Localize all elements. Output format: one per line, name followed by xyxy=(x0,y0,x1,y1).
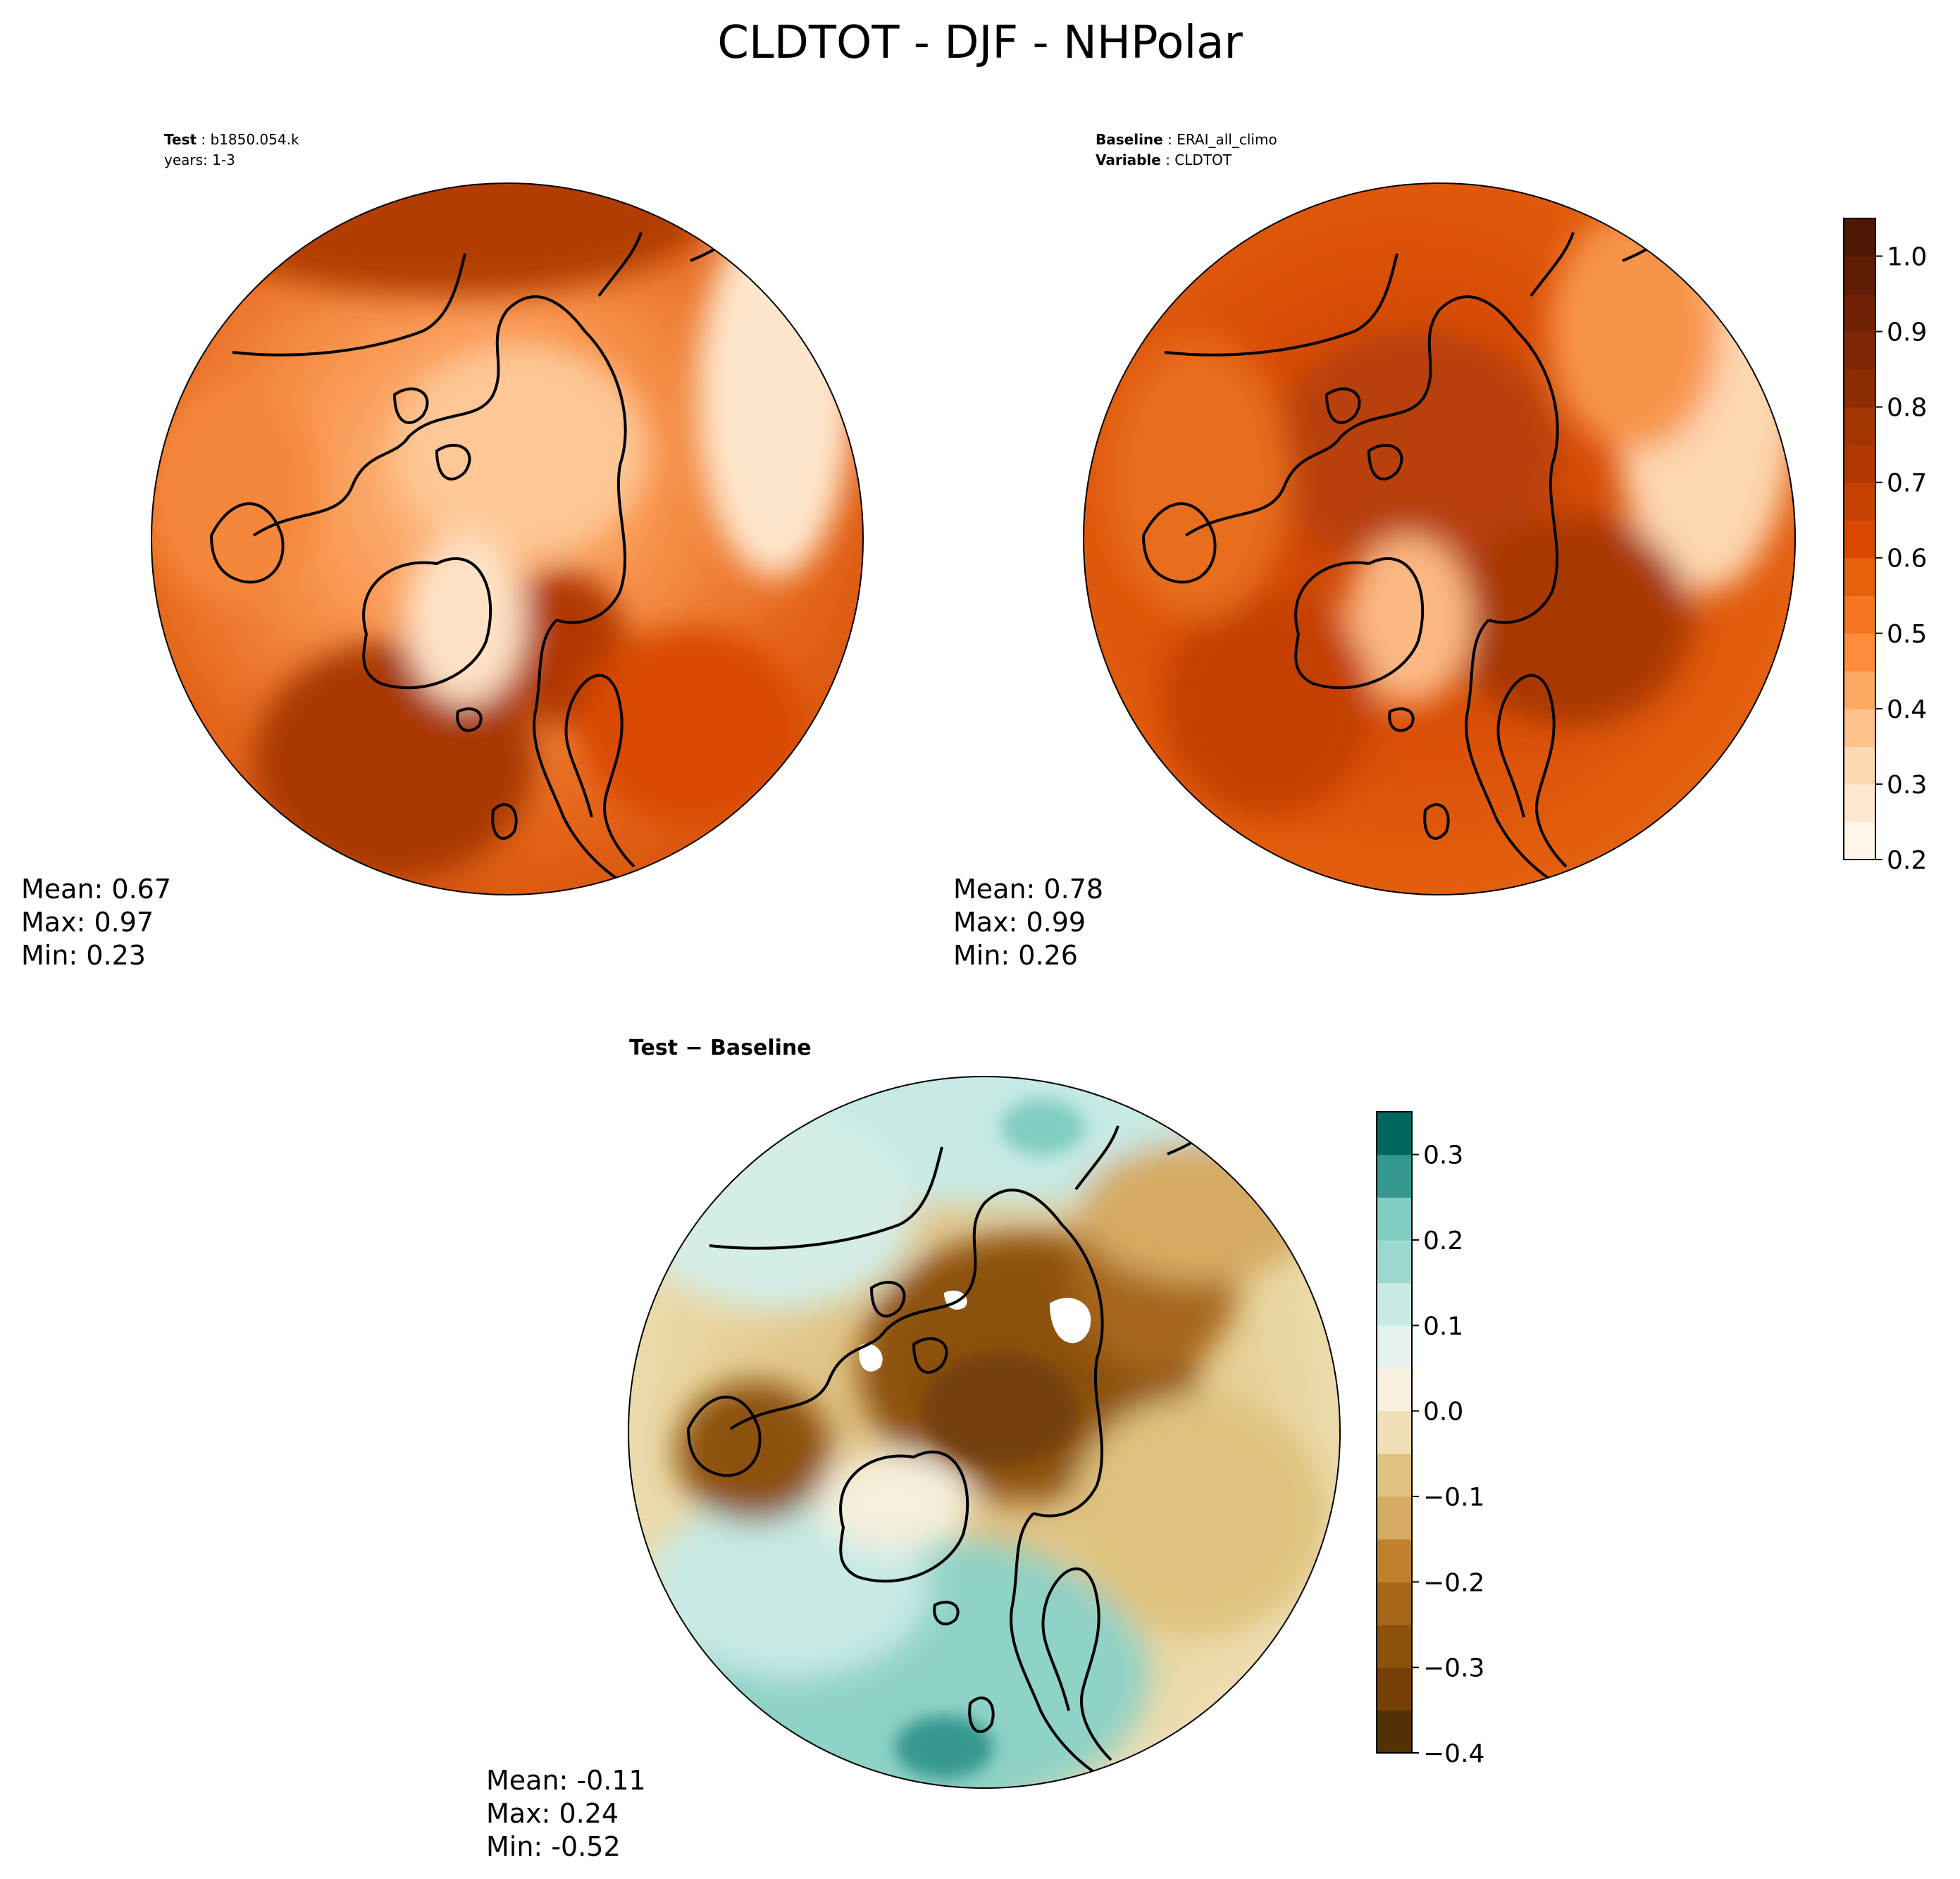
colorbar-frame xyxy=(1843,218,1876,860)
colorbar-tick-label: 0.0 xyxy=(1423,1398,1463,1427)
test-header-line-2: years: 1-3 xyxy=(164,151,235,168)
colorbar-frame xyxy=(1376,1111,1413,1754)
test-panel: Test : b1850.054.k years: 1-3 xyxy=(21,131,864,971)
difference-stat-mean: Mean: -0.11 xyxy=(486,1765,646,1796)
test-header-label: Test xyxy=(164,131,197,148)
test-stat-max: Max: 0.97 xyxy=(21,907,154,938)
colorbar-tick-label: 0.1 xyxy=(1423,1312,1463,1341)
colorbar-swatch xyxy=(1844,708,1875,748)
colorbar-tick-label: 0.7 xyxy=(1887,469,1927,498)
colorbar-tick-label: 0.8 xyxy=(1887,394,1927,423)
colorbar-swatch xyxy=(1377,1325,1412,1369)
colorbar-swatch xyxy=(1844,746,1875,785)
colorbar-tick-label: −0.1 xyxy=(1423,1483,1484,1512)
colorbar-tick-label: −0.2 xyxy=(1423,1568,1484,1597)
colorbar-swatch xyxy=(1844,482,1875,521)
colorbar-swatch xyxy=(1377,1625,1412,1668)
colorbar-tick-label: 0.9 xyxy=(1887,318,1927,347)
test-case-name: b1850.054.k xyxy=(210,131,299,148)
colorbar-swatch xyxy=(1377,1667,1412,1711)
baseline-case-name: ERAI_all_climo xyxy=(1177,131,1277,148)
colorbar-swatch xyxy=(1844,331,1875,370)
colorbar-tick-label: 0.5 xyxy=(1887,620,1927,649)
colorbar-swatches xyxy=(1377,1112,1412,1754)
colorbar-swatch xyxy=(1844,783,1875,823)
test-stat-mean: Mean: 0.67 xyxy=(21,874,171,905)
colorbar-swatch xyxy=(1377,1240,1412,1284)
colorbar-swatch xyxy=(1844,407,1875,445)
colorbar-tick-label: −0.3 xyxy=(1423,1654,1484,1683)
baseline-header-line-2: Variable : CLDTOT xyxy=(1096,151,1232,168)
colorbar-tick-label: −0.4 xyxy=(1423,1740,1484,1768)
difference-map-frame xyxy=(628,1076,1341,1789)
baseline-header-label: Baseline xyxy=(1096,131,1163,148)
colorbar-swatch xyxy=(1377,1582,1412,1625)
colorbar-swatch xyxy=(1377,1112,1412,1155)
difference-colorbar: −0.4 −0.3 −0.2 −0.1 0.0 0.1 0.2 0.3 xyxy=(1376,1111,1484,1768)
colorbar-swatch xyxy=(1844,520,1875,559)
test-map-frame xyxy=(151,182,864,895)
colorbar-swatch xyxy=(1844,369,1875,408)
test-coastlines xyxy=(209,210,755,882)
colorbar-swatch xyxy=(1377,1539,1412,1582)
colorbar-swatch xyxy=(1377,1282,1412,1326)
baseline-map xyxy=(1084,183,1795,895)
colorbar-tick-label: 0.6 xyxy=(1887,545,1927,573)
test-map xyxy=(151,183,863,895)
colorbar-swatches xyxy=(1844,218,1875,860)
colorbar-tick-label: 1.0 xyxy=(1887,242,1927,271)
colorbar-tick-label: 0.4 xyxy=(1887,695,1927,724)
difference-stat-max: Max: 0.24 xyxy=(486,1798,619,1829)
colorbar-swatch xyxy=(1844,595,1875,634)
figure-title: CLDTOT - DJF - NHPolar xyxy=(717,17,1243,69)
test-header-line-1: Test : b1850.054.k xyxy=(164,131,299,148)
colorbar-tick-label: 0.3 xyxy=(1887,771,1927,800)
colorbar-swatch xyxy=(1844,218,1875,257)
variable-label: Variable xyxy=(1096,151,1161,168)
colorbar-swatch xyxy=(1377,1368,1412,1412)
test-stat-min: Min: 0.23 xyxy=(21,940,146,971)
baseline-stat-min: Min: 0.26 xyxy=(953,940,1078,971)
colorbar-swatch xyxy=(1377,1410,1412,1454)
colorbar-swatch xyxy=(1377,1154,1412,1198)
baseline-stat-max: Max: 0.99 xyxy=(953,907,1086,938)
colorbar-swatch xyxy=(1844,671,1875,709)
colorbar-ticks: 0.2 0.3 0.4 0.5 0.6 0.7 0.8 0.9 1.0 xyxy=(1875,242,1927,875)
colorbar-ticks: −0.4 −0.3 −0.2 −0.1 0.0 0.1 0.2 0.3 xyxy=(1412,1141,1484,1768)
colorbar-swatch xyxy=(1377,1453,1412,1497)
variable-name: CLDTOT xyxy=(1174,151,1232,168)
colorbar-swatch xyxy=(1844,557,1875,596)
baseline-panel: Baseline : ERAI_all_climo Variable : CLD… xyxy=(953,131,1927,971)
baseline-map-frame xyxy=(1083,182,1796,895)
difference-stat-min: Min: -0.52 xyxy=(486,1831,621,1862)
baseline-coastlines xyxy=(1141,210,1687,882)
difference-map xyxy=(628,1077,1340,1788)
colorbar-swatch xyxy=(1844,633,1875,671)
baseline-header-line-1: Baseline : ERAI_all_climo xyxy=(1096,131,1277,148)
colorbar-swatch xyxy=(1844,445,1875,483)
colorbar-swatch xyxy=(1377,1710,1412,1754)
difference-header: Test − Baseline xyxy=(629,1036,812,1060)
colorbar-tick-label: 0.2 xyxy=(1887,846,1927,875)
difference-panel: Test − Baseline xyxy=(486,1036,1484,1862)
colorbar-swatch xyxy=(1844,294,1875,333)
baseline-stat-mean: Mean: 0.78 xyxy=(953,874,1103,905)
difference-coastlines xyxy=(686,1103,1232,1775)
colorbar-swatch xyxy=(1844,821,1875,860)
colorbar-swatch xyxy=(1844,256,1875,294)
colorbar-tick-label: 0.2 xyxy=(1423,1227,1463,1255)
colorbar-tick-label: 0.3 xyxy=(1423,1141,1463,1170)
baseline-colorbar: 0.2 0.3 0.4 0.5 0.6 0.7 0.8 0.9 1.0 xyxy=(1843,218,1927,875)
colorbar-swatch xyxy=(1377,1496,1412,1540)
colorbar-swatch xyxy=(1377,1197,1412,1241)
